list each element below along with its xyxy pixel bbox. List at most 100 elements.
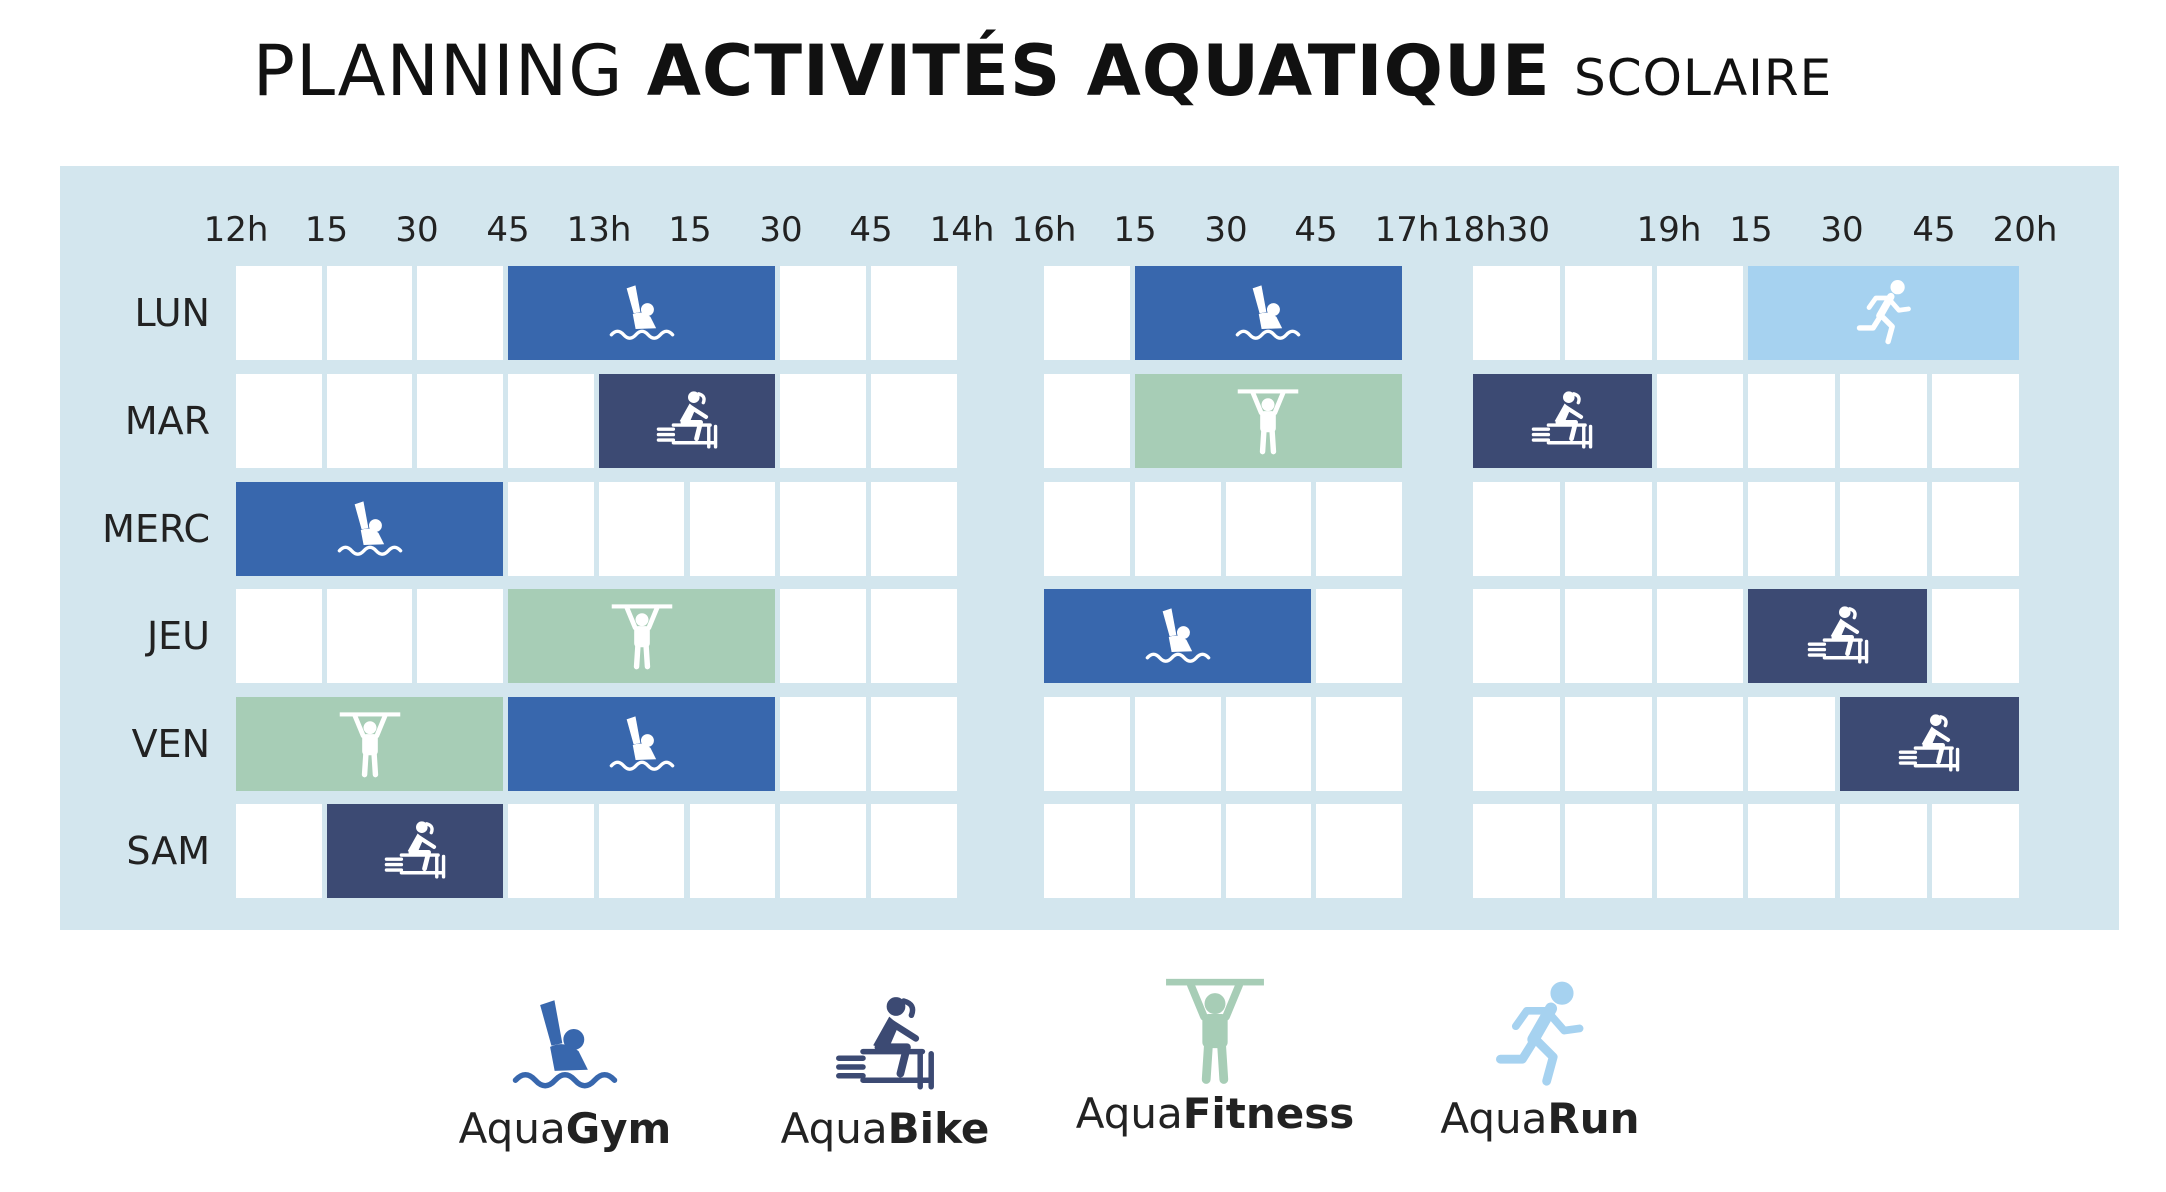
slot-cell [1564,804,1652,898]
slot-cell [1840,482,1927,576]
weightlifter-icon [1234,387,1302,455]
slot-cell [508,482,594,576]
slot-cell [326,266,413,360]
title-subtitle: SCOLAIRE [1573,49,1833,107]
activity-block-aquagym [236,482,504,576]
hour-label: 14h [929,210,995,250]
hour-label: 15 [668,210,712,250]
slot-cell [1656,266,1744,360]
hour-label: 45 [486,210,530,250]
runner-icon [1850,279,1918,347]
title-bold: ACTIVITÉS AQUATIQUE [646,30,1551,112]
slot-cell [1932,374,2019,468]
slot-cell [326,589,413,683]
slot-cell [1656,374,1744,468]
slot-cell [1564,589,1652,683]
title-light: PLANNING [252,30,624,112]
slot-cell [236,589,322,683]
slot-cell [598,482,685,576]
slot-cell [1932,804,2019,898]
cyclist-icon [653,387,721,455]
slot-cell [1134,482,1221,576]
legend-prefix: Aqua [1440,1094,1548,1143]
activity-block-aquagym [1134,266,1402,360]
slot-cell [1656,482,1744,576]
slot-cell [1044,697,1130,791]
slot-cell [1316,589,1402,683]
slot-cell [1225,804,1312,898]
swimmer-icon [510,990,620,1100]
slot-cell [689,804,776,898]
activity-block-aquabike [1840,697,2019,791]
slot-cell [1044,266,1130,360]
activity-block-aquafitness [508,589,776,683]
cyclist-icon [1895,710,1963,778]
cyclist-icon [381,817,449,885]
slot-cell [1134,804,1221,898]
slot-cell [417,589,504,683]
legend-name: Gym [565,1104,672,1153]
slot-cell [236,804,322,898]
legend-prefix: Aqua [780,1104,888,1153]
slot-cell [1134,697,1221,791]
slot-cell [1044,804,1130,898]
activity-block-aquafitness [1134,374,1402,468]
slot-cell [870,697,957,791]
legend-item-bike: AquaBike [735,990,1035,1153]
day-label-mar: MAR [124,399,210,443]
activity-block-aquafitness [236,697,504,791]
slot-cell [1840,374,1927,468]
hour-label: 15 [304,210,349,250]
slot-cell [417,374,504,468]
slot-cell [1044,374,1130,468]
slot-cell [1473,697,1560,791]
legend-name: Bike [887,1104,990,1153]
cyclist-icon [830,990,940,1100]
slot-cell [1225,697,1312,791]
runner-icon [1485,980,1595,1090]
slot-cell [780,697,866,791]
hour-label: 18h30 [1441,210,1551,250]
swimmer-icon [1144,602,1212,670]
day-label-sam: SAM [126,829,210,873]
slot-cell [1473,482,1560,576]
slot-cell [417,266,504,360]
legend-label: AquaFitness [1065,1089,1365,1138]
hour-label: 45 [1912,210,1956,250]
hour-label: 19h [1636,210,1702,250]
slot-cell [870,482,957,576]
slot-cell [1656,697,1744,791]
slot-cell [1316,804,1402,898]
activity-block-aquabike [598,374,776,468]
day-label-lun: LUN [134,291,210,335]
slot-cell [780,589,866,683]
day-label-jeu: JEU [146,614,210,658]
activity-block-aquagym [1044,589,1312,683]
hour-label: 30 [1204,210,1248,250]
hour-label: 15 [1113,210,1157,250]
swimmer-icon [336,495,404,563]
slot-cell [1932,589,2019,683]
slot-cell [1473,804,1560,898]
swimmer-icon [608,279,676,347]
slot-cell [1748,374,1836,468]
slot-cell [1748,482,1836,576]
activity-block-aquarun [1748,266,2019,360]
slot-cell [1316,482,1402,576]
hour-label: 17h [1374,210,1440,250]
swimmer-icon [1234,279,1302,347]
hour-label: 45 [1294,210,1338,250]
slot-cell [1656,589,1744,683]
hour-label: 45 [849,210,893,250]
slot-cell [1225,482,1312,576]
slot-cell [780,482,866,576]
legend-label: AquaGym [415,1104,715,1153]
slot-cell [780,374,866,468]
day-label-merc: MERC [102,507,210,551]
slot-cell [236,266,322,360]
legend-item-gym: AquaGym [415,990,715,1153]
legend-prefix: Aqua [458,1104,566,1153]
legend-name: Run [1547,1094,1640,1143]
weightlifter-icon [608,602,676,670]
slot-cell [1473,589,1560,683]
